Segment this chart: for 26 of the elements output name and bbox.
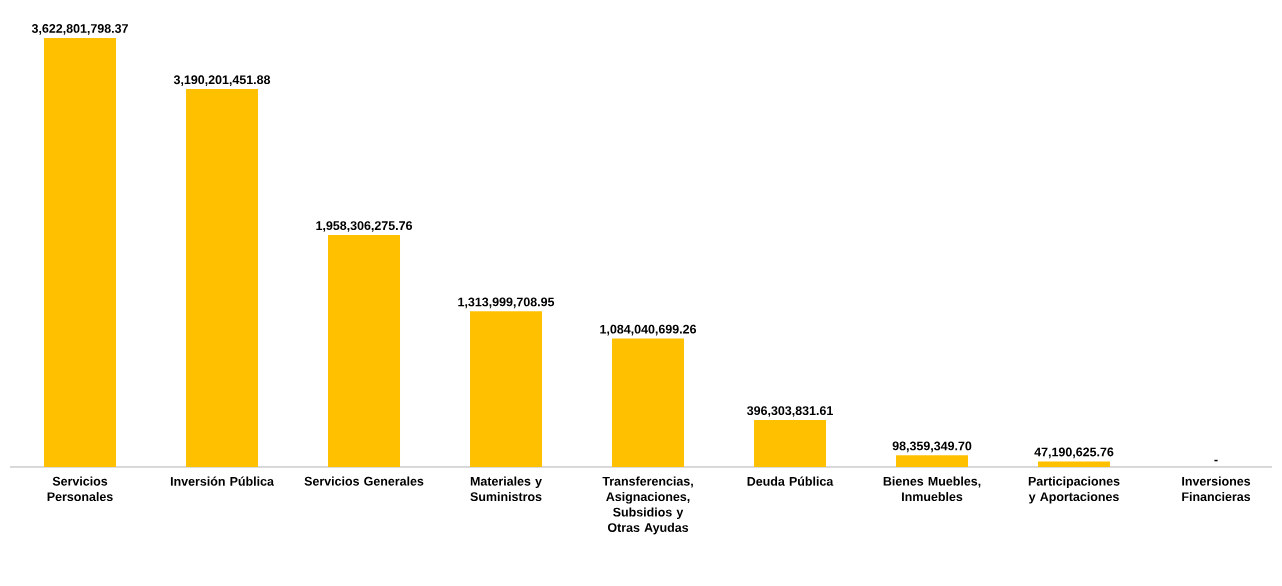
x-tick-label: Servicios Generales [304,476,424,486]
data-label: 396,303,831.61 [747,406,833,417]
x-tick-label: Servicios Personales [47,476,113,502]
x-tick-label: Transferencias, Asignaciones, Subsidios y Otras Ayudas [602,476,693,535]
data-label: 1,958,306,275.76 [316,221,413,232]
x-tick-label: Bienes Muebles, Inmuebles [883,476,981,502]
data-label: 3,622,801,798.37 [31,24,128,35]
bar [896,455,969,467]
bar [754,420,827,467]
x-tick-label: Deuda Pública [747,476,834,486]
bar [1038,461,1111,467]
bar [470,311,543,467]
x-tick-label: Participaciones y Aportaciones [1028,476,1120,504]
data-label: 3,190,201,451.88 [173,75,271,86]
bar [44,37,117,467]
data-label: - [1214,459,1218,462]
bar [328,235,401,467]
data-label: 1,084,040,699.26 [600,324,697,336]
data-label: 1,313,999,708.95 [458,297,555,309]
data-label: 47,190,625.76 [1034,447,1114,459]
bar [186,89,259,467]
x-tick-label: Inversión Pública [170,476,274,486]
x-tick-label: Inversiones Financieras [1182,476,1251,502]
x-tick-label: Materiales y Suministros [470,476,542,502]
data-label: 98,359,349.70 [892,441,972,453]
bar [612,338,685,467]
